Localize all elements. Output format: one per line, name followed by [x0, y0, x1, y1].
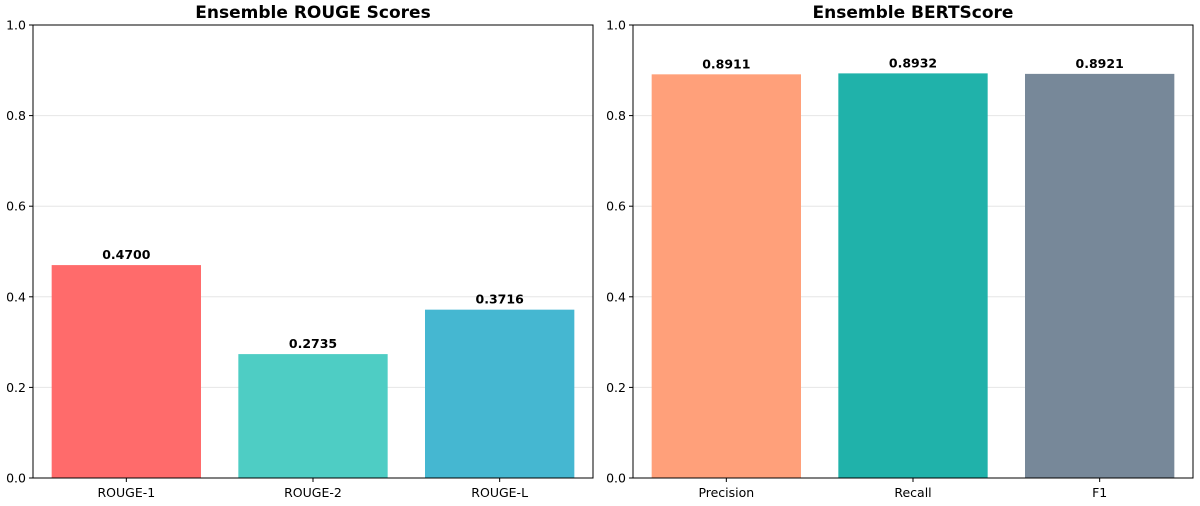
bar-value-label: 0.4700	[102, 247, 151, 262]
x-tick-label: ROUGE-1	[97, 485, 155, 500]
y-tick-label: 0.6	[606, 199, 626, 214]
y-tick-label: 1.0	[6, 18, 26, 33]
x-tick-label: ROUGE-2	[284, 485, 342, 500]
chart-title: Ensemble ROUGE Scores	[195, 3, 430, 23]
chart-panel-1: 0.4700 ROUGE-1 0.2735 ROUGE-2 0.3716 ROUGE-L 0…	[6, 3, 594, 500]
y-tick-label: 0.2	[6, 380, 26, 395]
bar-f1	[1025, 73, 1175, 479]
bar-value-label: 0.8911	[702, 56, 750, 71]
bar-value-label: 0.3716	[476, 292, 525, 307]
bar-precision	[651, 74, 801, 479]
bar-value-label: 0.2735	[289, 336, 337, 351]
chart-title: Ensemble BERTScore	[813, 3, 1014, 23]
x-tick-label: F1	[1092, 485, 1107, 500]
y-tick-label: 0.0	[6, 471, 26, 486]
x-tick-label: ROUGE-L	[471, 485, 528, 500]
y-tick-label: 1.0	[606, 18, 626, 33]
bar-rouge-2	[238, 354, 388, 478]
y-tick-label: 0.0	[606, 471, 626, 486]
plot-frame	[32, 24, 594, 479]
y-tick-label: 0.6	[6, 199, 26, 214]
y-tick-label: 0.8	[606, 108, 626, 123]
y-tick-label: 0.2	[606, 380, 626, 395]
x-tick-label: Precision	[698, 485, 754, 500]
y-tick-label: 0.8	[6, 108, 26, 123]
bar-rouge-1	[51, 265, 201, 478]
y-tick-label: 0.4	[606, 289, 626, 304]
bar-recall	[838, 73, 988, 478]
bar-rouge-l	[425, 309, 575, 478]
bar-value-label: 0.8921	[1076, 56, 1124, 71]
y-tick-label: 0.4	[6, 289, 26, 304]
x-tick-label: Recall	[894, 485, 931, 500]
bar-value-label: 0.8932	[889, 55, 937, 70]
plot-frame	[632, 24, 1194, 479]
chart-panel-2: 0.8911 Precision 0.8932 Recall 0.8921 F1 0.0 0.…	[606, 3, 1194, 500]
